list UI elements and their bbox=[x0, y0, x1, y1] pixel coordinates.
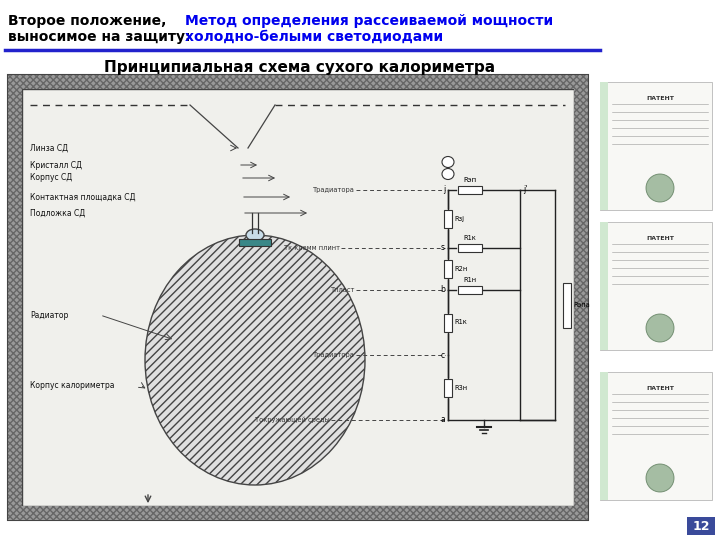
Text: Корпус СД: Корпус СД bbox=[30, 173, 72, 183]
Ellipse shape bbox=[442, 168, 454, 179]
Bar bbox=[444, 210, 452, 228]
Ellipse shape bbox=[646, 464, 674, 492]
Text: Rэпа: Rэпа bbox=[573, 302, 590, 308]
Bar bbox=[8, 75, 588, 520]
Text: Подложка СД: Подложка СД bbox=[30, 208, 85, 218]
Text: c: c bbox=[441, 350, 445, 360]
Bar bbox=[8, 75, 22, 520]
Bar bbox=[687, 517, 715, 535]
Text: j': j' bbox=[523, 186, 527, 194]
Text: b: b bbox=[440, 286, 445, 294]
Text: Tокружающей среды: Tокружающей среды bbox=[256, 417, 330, 423]
Bar bbox=[444, 314, 452, 332]
Text: выносимое на защиту:: выносимое на защиту: bbox=[8, 30, 191, 44]
Text: Корпус калориметра: Корпус калориметра bbox=[30, 381, 114, 389]
Bar bbox=[239, 239, 271, 246]
Text: s: s bbox=[441, 244, 445, 253]
Text: Tрадиатора: Tрадиатора bbox=[313, 352, 355, 358]
Text: Rзj: Rзj bbox=[454, 216, 464, 222]
Bar bbox=[600, 82, 712, 210]
Text: Tк клемм плинт: Tк клемм плинт bbox=[284, 245, 340, 251]
Bar bbox=[444, 379, 452, 396]
Ellipse shape bbox=[646, 174, 674, 202]
Text: Tпласт: Tпласт bbox=[330, 287, 355, 293]
Text: a: a bbox=[440, 415, 445, 424]
Ellipse shape bbox=[442, 157, 454, 167]
Text: Tрадиатора: Tрадиатора bbox=[313, 187, 355, 193]
Text: Контактная площадка СД: Контактная площадка СД bbox=[30, 192, 135, 201]
Bar bbox=[600, 82, 608, 210]
Bar bbox=[8, 506, 588, 520]
Bar bbox=[563, 282, 571, 327]
Bar bbox=[458, 186, 482, 194]
Text: Rэп: Rэп bbox=[464, 177, 477, 183]
Text: 12: 12 bbox=[692, 519, 710, 532]
Bar bbox=[444, 260, 452, 278]
Text: Радиатор: Радиатор bbox=[30, 310, 68, 320]
Text: Принципиальная схема сухого калориметра: Принципиальная схема сухого калориметра bbox=[104, 60, 495, 75]
Bar bbox=[600, 372, 712, 500]
Bar bbox=[22, 89, 574, 506]
Text: Кристалл СД: Кристалл СД bbox=[30, 160, 82, 170]
Bar bbox=[458, 286, 482, 294]
Text: R1к: R1к bbox=[454, 320, 467, 326]
Text: Метод определения рассеиваемой мощности: Метод определения рассеиваемой мощности bbox=[185, 14, 553, 28]
Bar bbox=[600, 222, 712, 350]
Bar bbox=[600, 372, 608, 500]
Text: R1к: R1к bbox=[464, 235, 477, 241]
Bar bbox=[458, 244, 482, 252]
Text: ПАТЕНТ: ПАТЕНТ bbox=[646, 236, 674, 241]
Text: ПАТЕНТ: ПАТЕНТ bbox=[646, 386, 674, 391]
Text: R2н: R2н bbox=[454, 266, 467, 272]
Ellipse shape bbox=[145, 235, 365, 485]
Bar bbox=[600, 222, 608, 350]
Text: Линза СД: Линза СД bbox=[30, 144, 68, 152]
Text: холодно-белыми светодиодами: холодно-белыми светодиодами bbox=[185, 30, 443, 44]
Text: j: j bbox=[443, 186, 445, 194]
Ellipse shape bbox=[246, 229, 264, 241]
Bar bbox=[574, 75, 588, 520]
Ellipse shape bbox=[646, 314, 674, 342]
Text: ПАТЕНТ: ПАТЕНТ bbox=[646, 96, 674, 101]
Text: Второе положение,: Второе положение, bbox=[8, 14, 166, 28]
Bar bbox=[8, 75, 588, 89]
Text: R1н: R1н bbox=[464, 277, 477, 283]
Text: R3н: R3н bbox=[454, 384, 467, 390]
